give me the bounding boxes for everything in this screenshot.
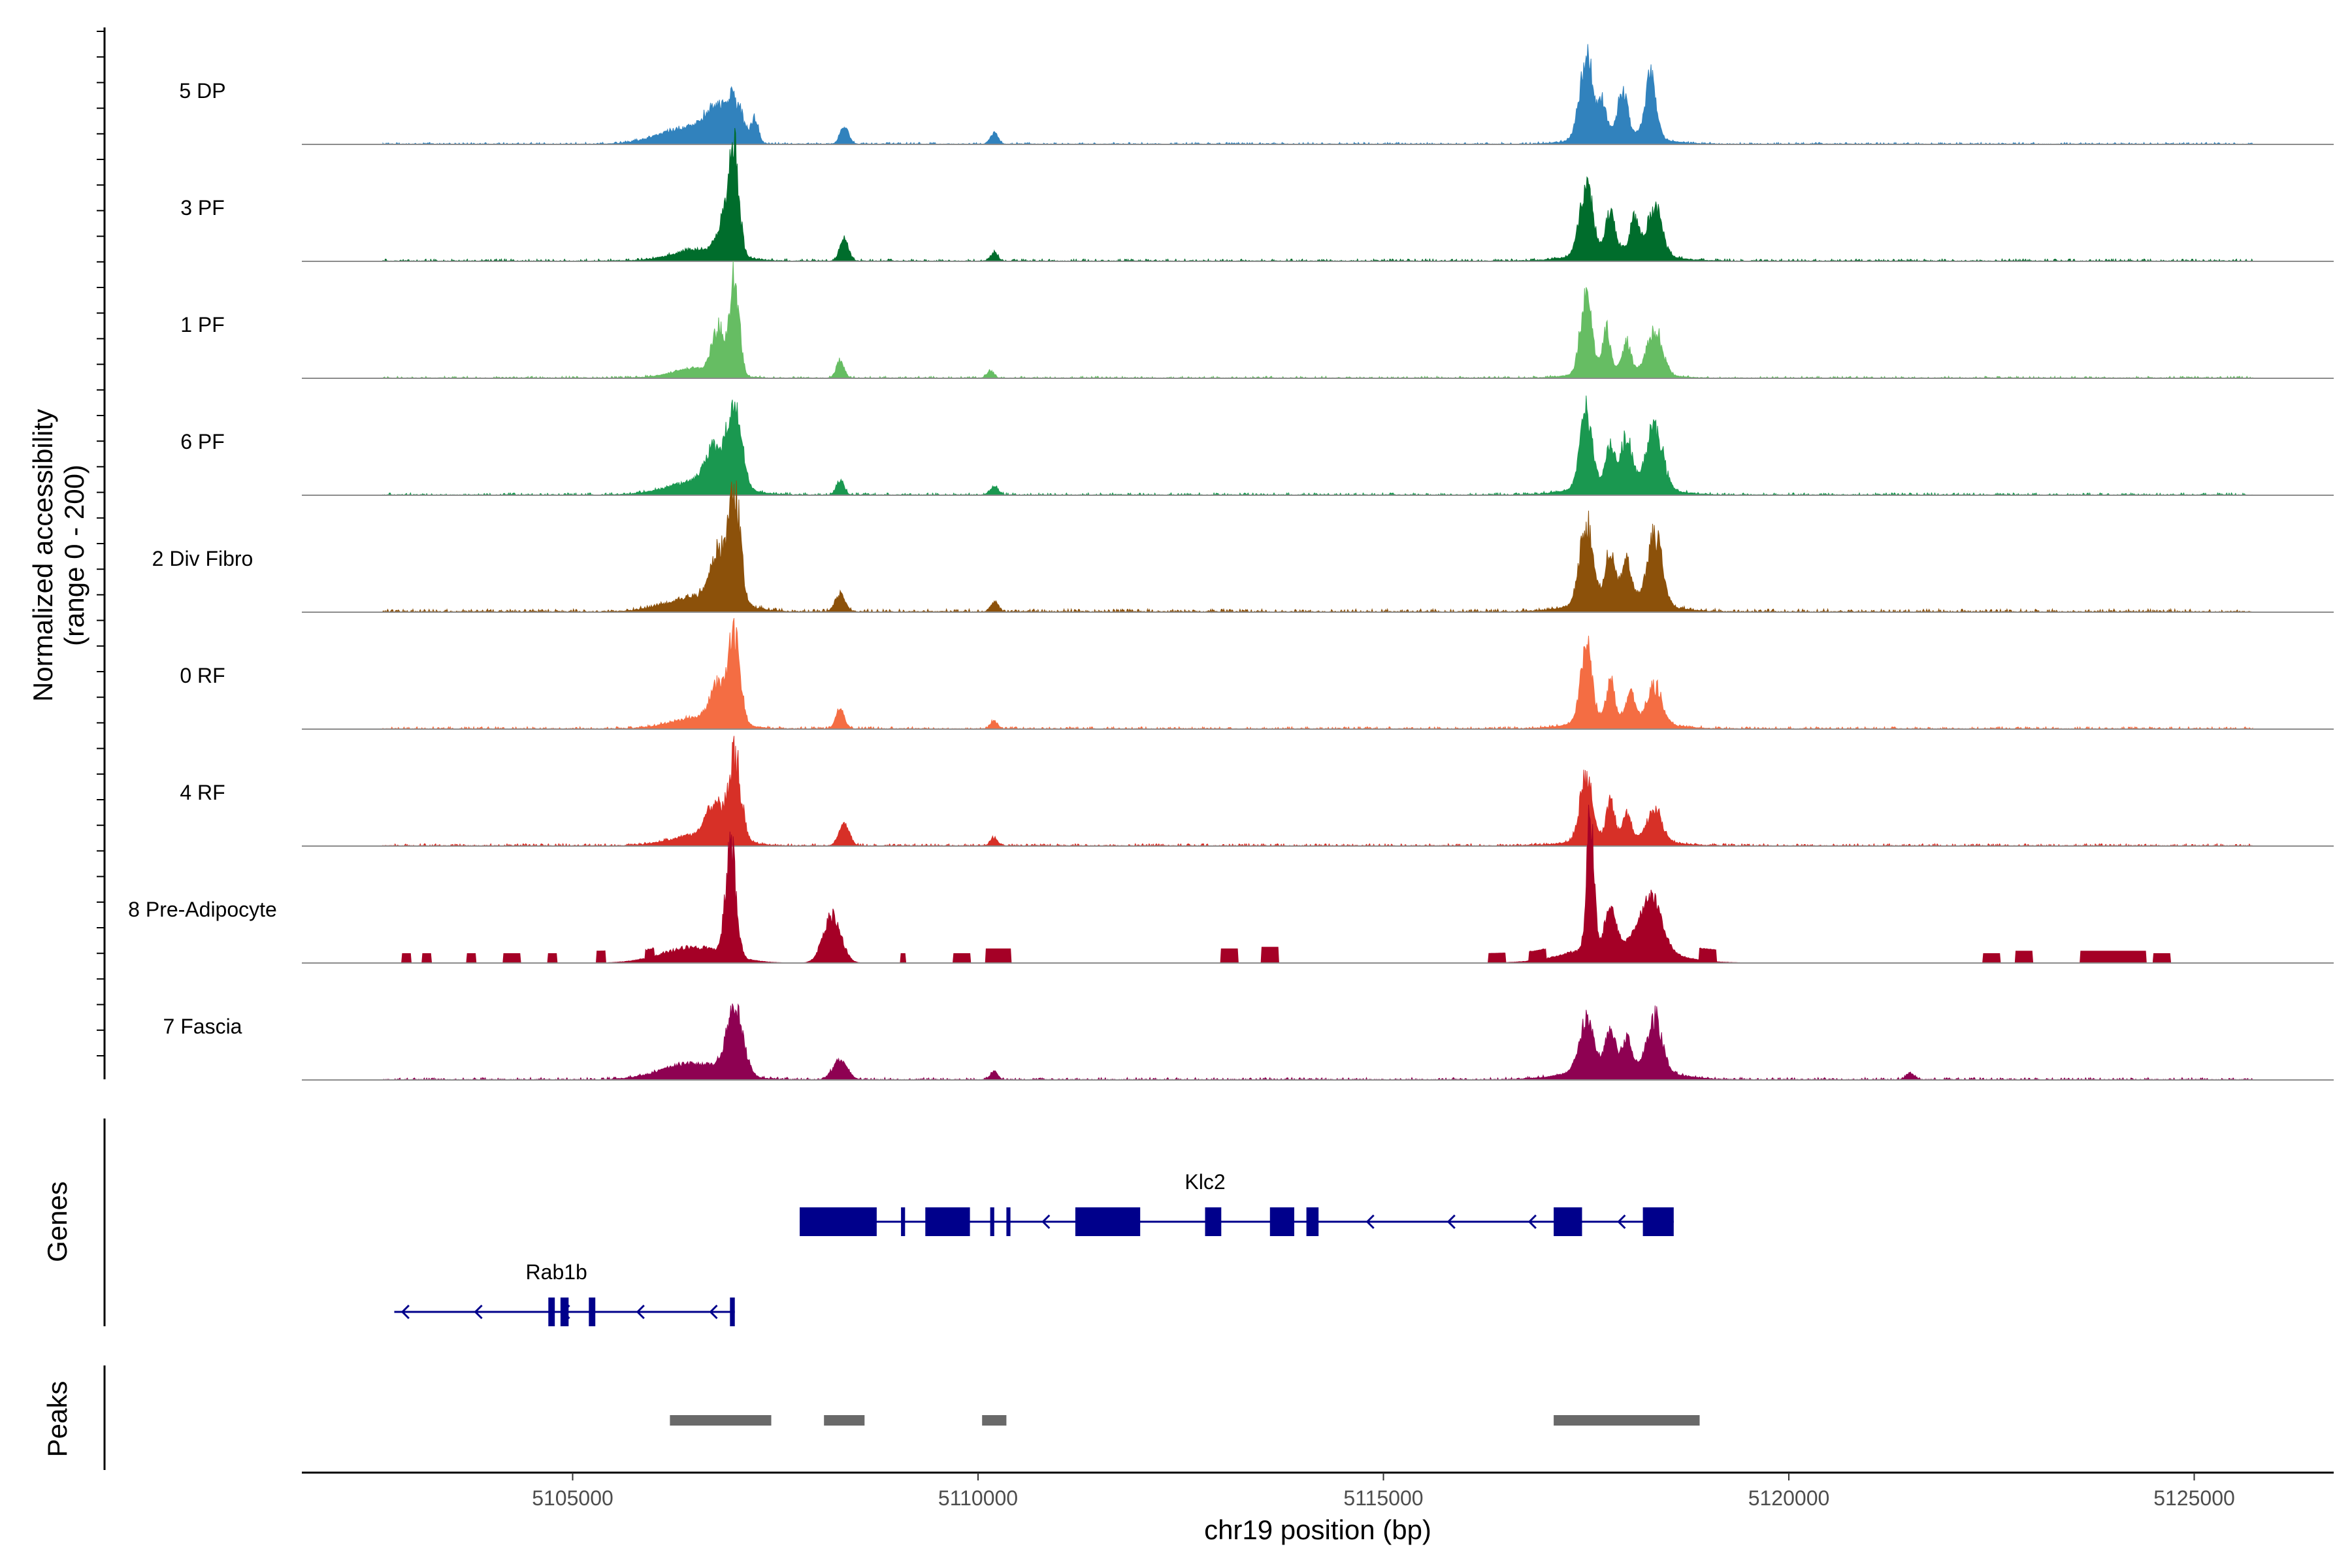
coverage-area (382, 44, 2253, 146)
track-0-rf: 0 RF (180, 617, 2334, 730)
strand-arrow-icon (636, 1304, 645, 1320)
gene-exon (901, 1207, 906, 1236)
genes-panel-label: Genes (42, 1181, 73, 1262)
peak-region (670, 1415, 772, 1426)
x-tick-label: 5120000 (1748, 1486, 1830, 1510)
coverage-area (382, 480, 2253, 613)
coverage-area (382, 127, 2253, 263)
track-label: 4 RF (180, 781, 225, 804)
gene-exon (548, 1298, 555, 1326)
gene-label: Rab1b (526, 1260, 587, 1284)
gene-exon (1306, 1207, 1319, 1236)
y-axis-title-group: Normalized accessibility (range 0 - 200) (27, 409, 90, 702)
track-label: 7 Fascia (163, 1015, 242, 1038)
track-1-pf: 1 PF (180, 261, 2334, 380)
gene-exon (589, 1298, 596, 1326)
gene-klc2: Klc2 (799, 1170, 1674, 1236)
peak-region (982, 1415, 1007, 1426)
track-label: 1 PF (180, 313, 225, 336)
strand-arrow-icon (1446, 1214, 1456, 1230)
coverage-area (382, 617, 2253, 730)
gene-exon (925, 1207, 970, 1236)
peaks-panel-label: Peaks (42, 1381, 73, 1458)
y-axis-title-line2: (range 0 - 200) (59, 465, 90, 646)
x-tick-label: 5115000 (1343, 1486, 1423, 1510)
track-8-pre-adipocyte: 8 Pre-Adipocyte (128, 804, 2334, 964)
gene-exon (1554, 1207, 1582, 1236)
strand-arrow-icon (1041, 1214, 1051, 1230)
y-axis-title-line1: Normalized accessibility (27, 409, 58, 702)
coverage-tracks: 5 DP 3 PF 1 PF 6 PF 2 Div Fibro 0 RF 4 RF 8 Pre… (128, 44, 2334, 1081)
track-2-div-fibro: 2 Div Fibro (152, 480, 2334, 613)
track-label: 8 Pre-Adipocyte (128, 898, 277, 921)
coverage-area (383, 804, 2253, 964)
x-axis-title: chr19 position (bp) (1204, 1514, 1431, 1545)
track-label: 6 PF (180, 430, 225, 453)
strand-arrow-icon (1365, 1214, 1375, 1230)
x-axis-ticks: 5105000 5110000 5115000 5120000 5125000 (532, 1473, 2235, 1510)
x-tick-label: 5110000 (938, 1486, 1018, 1510)
track-7-fascia: 7 Fascia (163, 1003, 2334, 1081)
track-6-pf: 6 PF (180, 395, 2334, 497)
coverage-area (382, 395, 2253, 497)
track-label: 5 DP (179, 79, 225, 103)
track-label: 2 Div Fibro (152, 547, 253, 570)
peak-region (824, 1415, 865, 1426)
gene-exon (1075, 1207, 1141, 1236)
gene-exon (1205, 1207, 1222, 1236)
gene-exon (1269, 1207, 1294, 1236)
coverage-area (382, 261, 2253, 380)
track-5-dp: 5 DP (179, 44, 2334, 146)
gene-annotations: Klc2 Rab1b (394, 1170, 1674, 1326)
gene-exon (1006, 1207, 1011, 1236)
strand-arrow-icon (709, 1304, 718, 1320)
peak-region (1554, 1415, 1700, 1426)
gene-exon (990, 1207, 994, 1236)
x-tick-label: 5105000 (532, 1486, 613, 1510)
gene-rab1b: Rab1b (394, 1260, 735, 1326)
strand-arrow-icon (858, 1214, 868, 1230)
strand-arrow-icon (561, 1304, 570, 1320)
peak-regions (670, 1415, 1700, 1426)
track-4-rf: 4 RF (180, 736, 2334, 847)
gene-exon (560, 1298, 569, 1326)
coverage-area (382, 736, 2253, 847)
gene-exon (1642, 1207, 1674, 1236)
strand-arrow-icon (1617, 1214, 1626, 1230)
coverage-area (382, 1003, 2253, 1081)
x-tick-label: 5125000 (2153, 1486, 2235, 1510)
strand-arrow-icon (1527, 1214, 1537, 1230)
track-label: 0 RF (180, 664, 225, 687)
track-label: 3 PF (180, 196, 225, 220)
coverage-y-ticks (97, 31, 105, 1056)
gene-exon (730, 1298, 735, 1326)
gene-exon (800, 1207, 877, 1236)
strand-arrow-icon (474, 1304, 483, 1320)
gene-label: Klc2 (1184, 1170, 1225, 1194)
strand-arrow-icon (400, 1304, 410, 1320)
track-3-pf: 3 PF (180, 127, 2334, 263)
